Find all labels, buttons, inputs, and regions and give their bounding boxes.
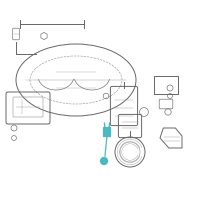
FancyBboxPatch shape: [103, 127, 111, 137]
Circle shape: [100, 157, 108, 165]
